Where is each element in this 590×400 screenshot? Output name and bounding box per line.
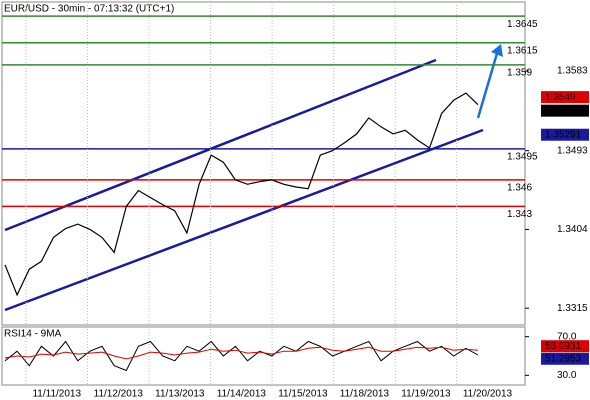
price-box-label: 1.3549: [545, 92, 576, 103]
level-label: 1.343: [507, 209, 532, 220]
rsi-line: [4, 346, 479, 360]
x-tick-label: 11/11/2013: [32, 389, 81, 400]
price-box: [541, 128, 589, 141]
x-tick-label: 11/12/2013: [94, 389, 144, 400]
rsi-box: [541, 340, 589, 353]
arrow-head: [491, 44, 503, 57]
level-label: 1.359: [507, 67, 532, 78]
y-tick-label: 1.3493: [557, 145, 588, 156]
price-box-label: 1.3545: [545, 105, 576, 116]
x-tick-label: 11/18/2013: [340, 389, 390, 400]
x-tick-label: 11/14/2013: [217, 389, 267, 400]
rsi-box-label: 51.2953: [545, 353, 582, 364]
x-tick-label: 11/13/2013: [155, 389, 205, 400]
price-panel: [1, 1, 526, 326]
level-label: 1.3495: [507, 152, 538, 163]
rsi-tick-label: 30.0: [557, 370, 577, 381]
level-label: 1.3645: [507, 19, 538, 30]
level-label: 1.346: [507, 183, 532, 194]
rsi-label: RSI14 - 9MA: [4, 329, 62, 340]
rsi-tick-label: 70.0: [557, 331, 577, 342]
y-tick-label: 1.3583: [557, 66, 588, 77]
x-tick-label: 11/15/2013: [278, 389, 328, 400]
y-tick-label: 1.3315: [557, 303, 588, 314]
channel-lower: [4, 128, 484, 312]
y-tick-label: 1.3404: [557, 224, 588, 235]
rsi-box-label: 58.0931: [545, 341, 582, 352]
x-tick-label: 11/19/2013: [401, 389, 451, 400]
rsi-line: [4, 340, 479, 372]
price-box: [541, 104, 589, 117]
chart-title: EUR/USD - 30min - 07:13:32 (UTC+1): [4, 4, 174, 15]
price-box-label: 1.35291: [545, 129, 582, 140]
price-line: [4, 92, 479, 297]
rsi-box: [541, 352, 589, 365]
channel-upper: [4, 58, 437, 232]
level-label: 1.3615: [507, 45, 538, 56]
x-tick-label: 11/20/2013: [463, 389, 513, 400]
rsi-panel: [1, 326, 526, 386]
price-box: [541, 91, 589, 104]
forecast-arrow: [476, 49, 500, 119]
